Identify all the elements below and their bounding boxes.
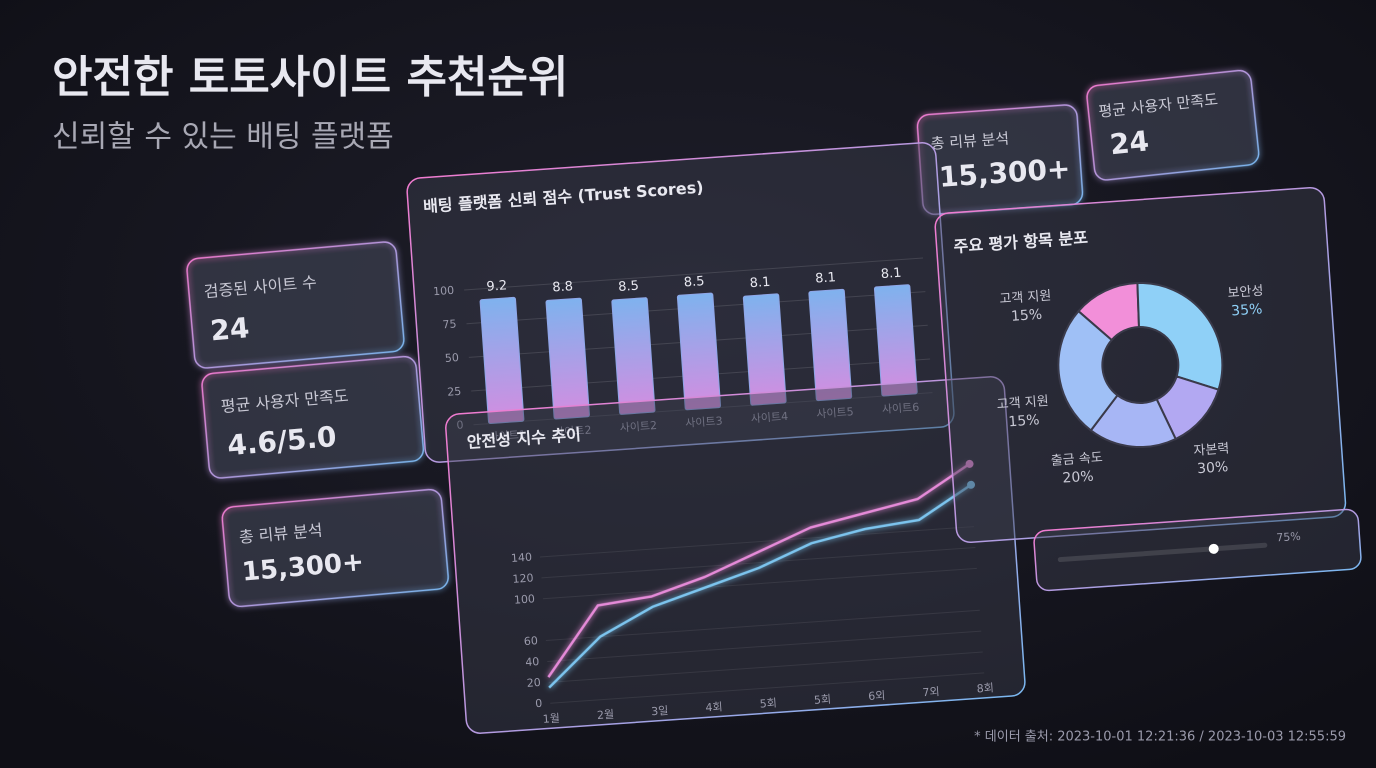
line-series bbox=[547, 462, 971, 678]
progress-fill bbox=[1057, 546, 1217, 563]
x-tick-label: 사이트5 bbox=[816, 405, 854, 421]
progress-label: 75% bbox=[1276, 530, 1301, 545]
bar bbox=[611, 297, 656, 415]
progress-chart: 75% bbox=[1057, 530, 1301, 563]
grid-line bbox=[542, 567, 977, 600]
bar-value-label: 8.5 bbox=[683, 274, 705, 290]
x-tick-label: 7외 bbox=[922, 685, 940, 699]
x-tick-label: 4회 bbox=[705, 700, 723, 714]
slice-label: 고객 지원 bbox=[996, 394, 1049, 413]
y-tick-label: 60 bbox=[523, 634, 538, 648]
grid-line bbox=[539, 526, 974, 558]
end-dot bbox=[967, 480, 976, 489]
panel-frame bbox=[934, 186, 1347, 543]
footer-note: * 데이터 출처: 2023-10-01 12:21:36 / 2023-10-… bbox=[974, 730, 1346, 745]
y-tick-label: 40 bbox=[525, 655, 540, 669]
slice-label: 보안성 bbox=[1227, 284, 1264, 301]
bar-value-label: 8.1 bbox=[815, 270, 837, 286]
x-tick-label: 6외 bbox=[868, 689, 886, 703]
slice-label: 출금 속도 bbox=[1050, 450, 1103, 469]
card-frame bbox=[221, 488, 449, 608]
page-subtitle: 신뢰할 수 있는 배팅 플랫폼 bbox=[52, 120, 394, 155]
bar bbox=[873, 284, 918, 397]
bar bbox=[479, 296, 525, 425]
y-tick-label: 100 bbox=[514, 592, 536, 606]
x-tick-label: 사이트1 bbox=[488, 428, 526, 444]
x-tick-label: 사이트2 bbox=[554, 424, 592, 440]
bar bbox=[545, 297, 590, 420]
panel-frame bbox=[445, 376, 1026, 734]
progress-knob bbox=[1208, 543, 1219, 554]
grid-line bbox=[541, 547, 976, 579]
x-tick-label: 1월 bbox=[542, 712, 560, 726]
end-dot bbox=[965, 459, 974, 468]
bar-value-label: 8.5 bbox=[618, 279, 640, 295]
x-tick-label: 3일 bbox=[651, 703, 669, 718]
x-tick-label: 8회 bbox=[976, 681, 994, 695]
grid-line bbox=[464, 257, 924, 291]
card-value: 24 bbox=[209, 311, 251, 347]
bar bbox=[676, 292, 722, 411]
card-value: 24 bbox=[1108, 124, 1150, 161]
bar-value-label: 8.8 bbox=[552, 279, 574, 295]
y-tick-label: 25 bbox=[447, 385, 462, 399]
y-tick-label: 50 bbox=[444, 351, 459, 365]
bar-value-label: 8.1 bbox=[749, 275, 771, 291]
y-tick-label: 100 bbox=[433, 284, 455, 298]
line-series bbox=[548, 483, 972, 689]
slice-value: 30% bbox=[1197, 459, 1229, 477]
y-tick-label: 20 bbox=[526, 676, 541, 690]
bar bbox=[808, 288, 853, 402]
x-tick-label: 5회 bbox=[759, 696, 777, 710]
grid-line bbox=[548, 651, 983, 683]
x-tick-label: 사이트6 bbox=[882, 401, 920, 417]
card-label: 총 리뷰 분석 bbox=[930, 129, 1010, 152]
stat-card: 평균 사용자 만족도 24 bbox=[1086, 69, 1260, 181]
x-tick-label: 사이트3 bbox=[685, 414, 723, 430]
x-tick-label: 2월 bbox=[597, 708, 615, 722]
stat-card: 검증된 사이트 수 24 bbox=[186, 241, 405, 369]
slice-label: 고객 지원 bbox=[999, 289, 1052, 308]
card-frame bbox=[201, 355, 425, 479]
y-tick-label: 75 bbox=[442, 317, 457, 331]
slice-value: 20% bbox=[1062, 469, 1094, 487]
x-tick-label: 사이트2 bbox=[619, 419, 657, 435]
y-tick-label: 0 bbox=[456, 418, 464, 431]
stat-card: 총 리뷰 분석 15,300+ bbox=[916, 104, 1084, 216]
stat-card: 평균 사용자 만족도 4.6/5.0 bbox=[201, 355, 425, 479]
y-tick-label: 140 bbox=[511, 551, 533, 565]
bar bbox=[742, 293, 787, 406]
page-title: 안전한 토토사이트 추천순위 bbox=[52, 52, 568, 103]
x-tick-label: 5회 bbox=[814, 693, 832, 707]
card-frame bbox=[186, 241, 405, 369]
grid-line bbox=[545, 609, 980, 642]
x-tick-label: 사이트4 bbox=[750, 410, 788, 426]
slice-value: 35% bbox=[1231, 301, 1263, 319]
slice-value: 15% bbox=[1008, 412, 1040, 430]
slice-label: 자본력 bbox=[1193, 442, 1230, 459]
stat-card: 총 리뷰 분석 15,300+ bbox=[221, 488, 449, 608]
donut-slice bbox=[1057, 309, 1119, 432]
grid-line bbox=[547, 630, 982, 662]
bar-panel: 배팅 플랫폼 신뢰 점수 (Trust Scores)02550751009.2… bbox=[406, 142, 955, 463]
progress-panel: 75% bbox=[1033, 508, 1362, 592]
donut-slice bbox=[1136, 282, 1224, 391]
bar-value-label: 8.1 bbox=[880, 266, 902, 282]
card-frame bbox=[1086, 69, 1260, 181]
y-tick-label: 120 bbox=[512, 571, 534, 585]
grid-line bbox=[550, 672, 985, 704]
bar-value-label: 9.2 bbox=[486, 278, 508, 294]
slice-value: 15% bbox=[1011, 307, 1043, 325]
y-tick-label: 0 bbox=[535, 697, 543, 710]
